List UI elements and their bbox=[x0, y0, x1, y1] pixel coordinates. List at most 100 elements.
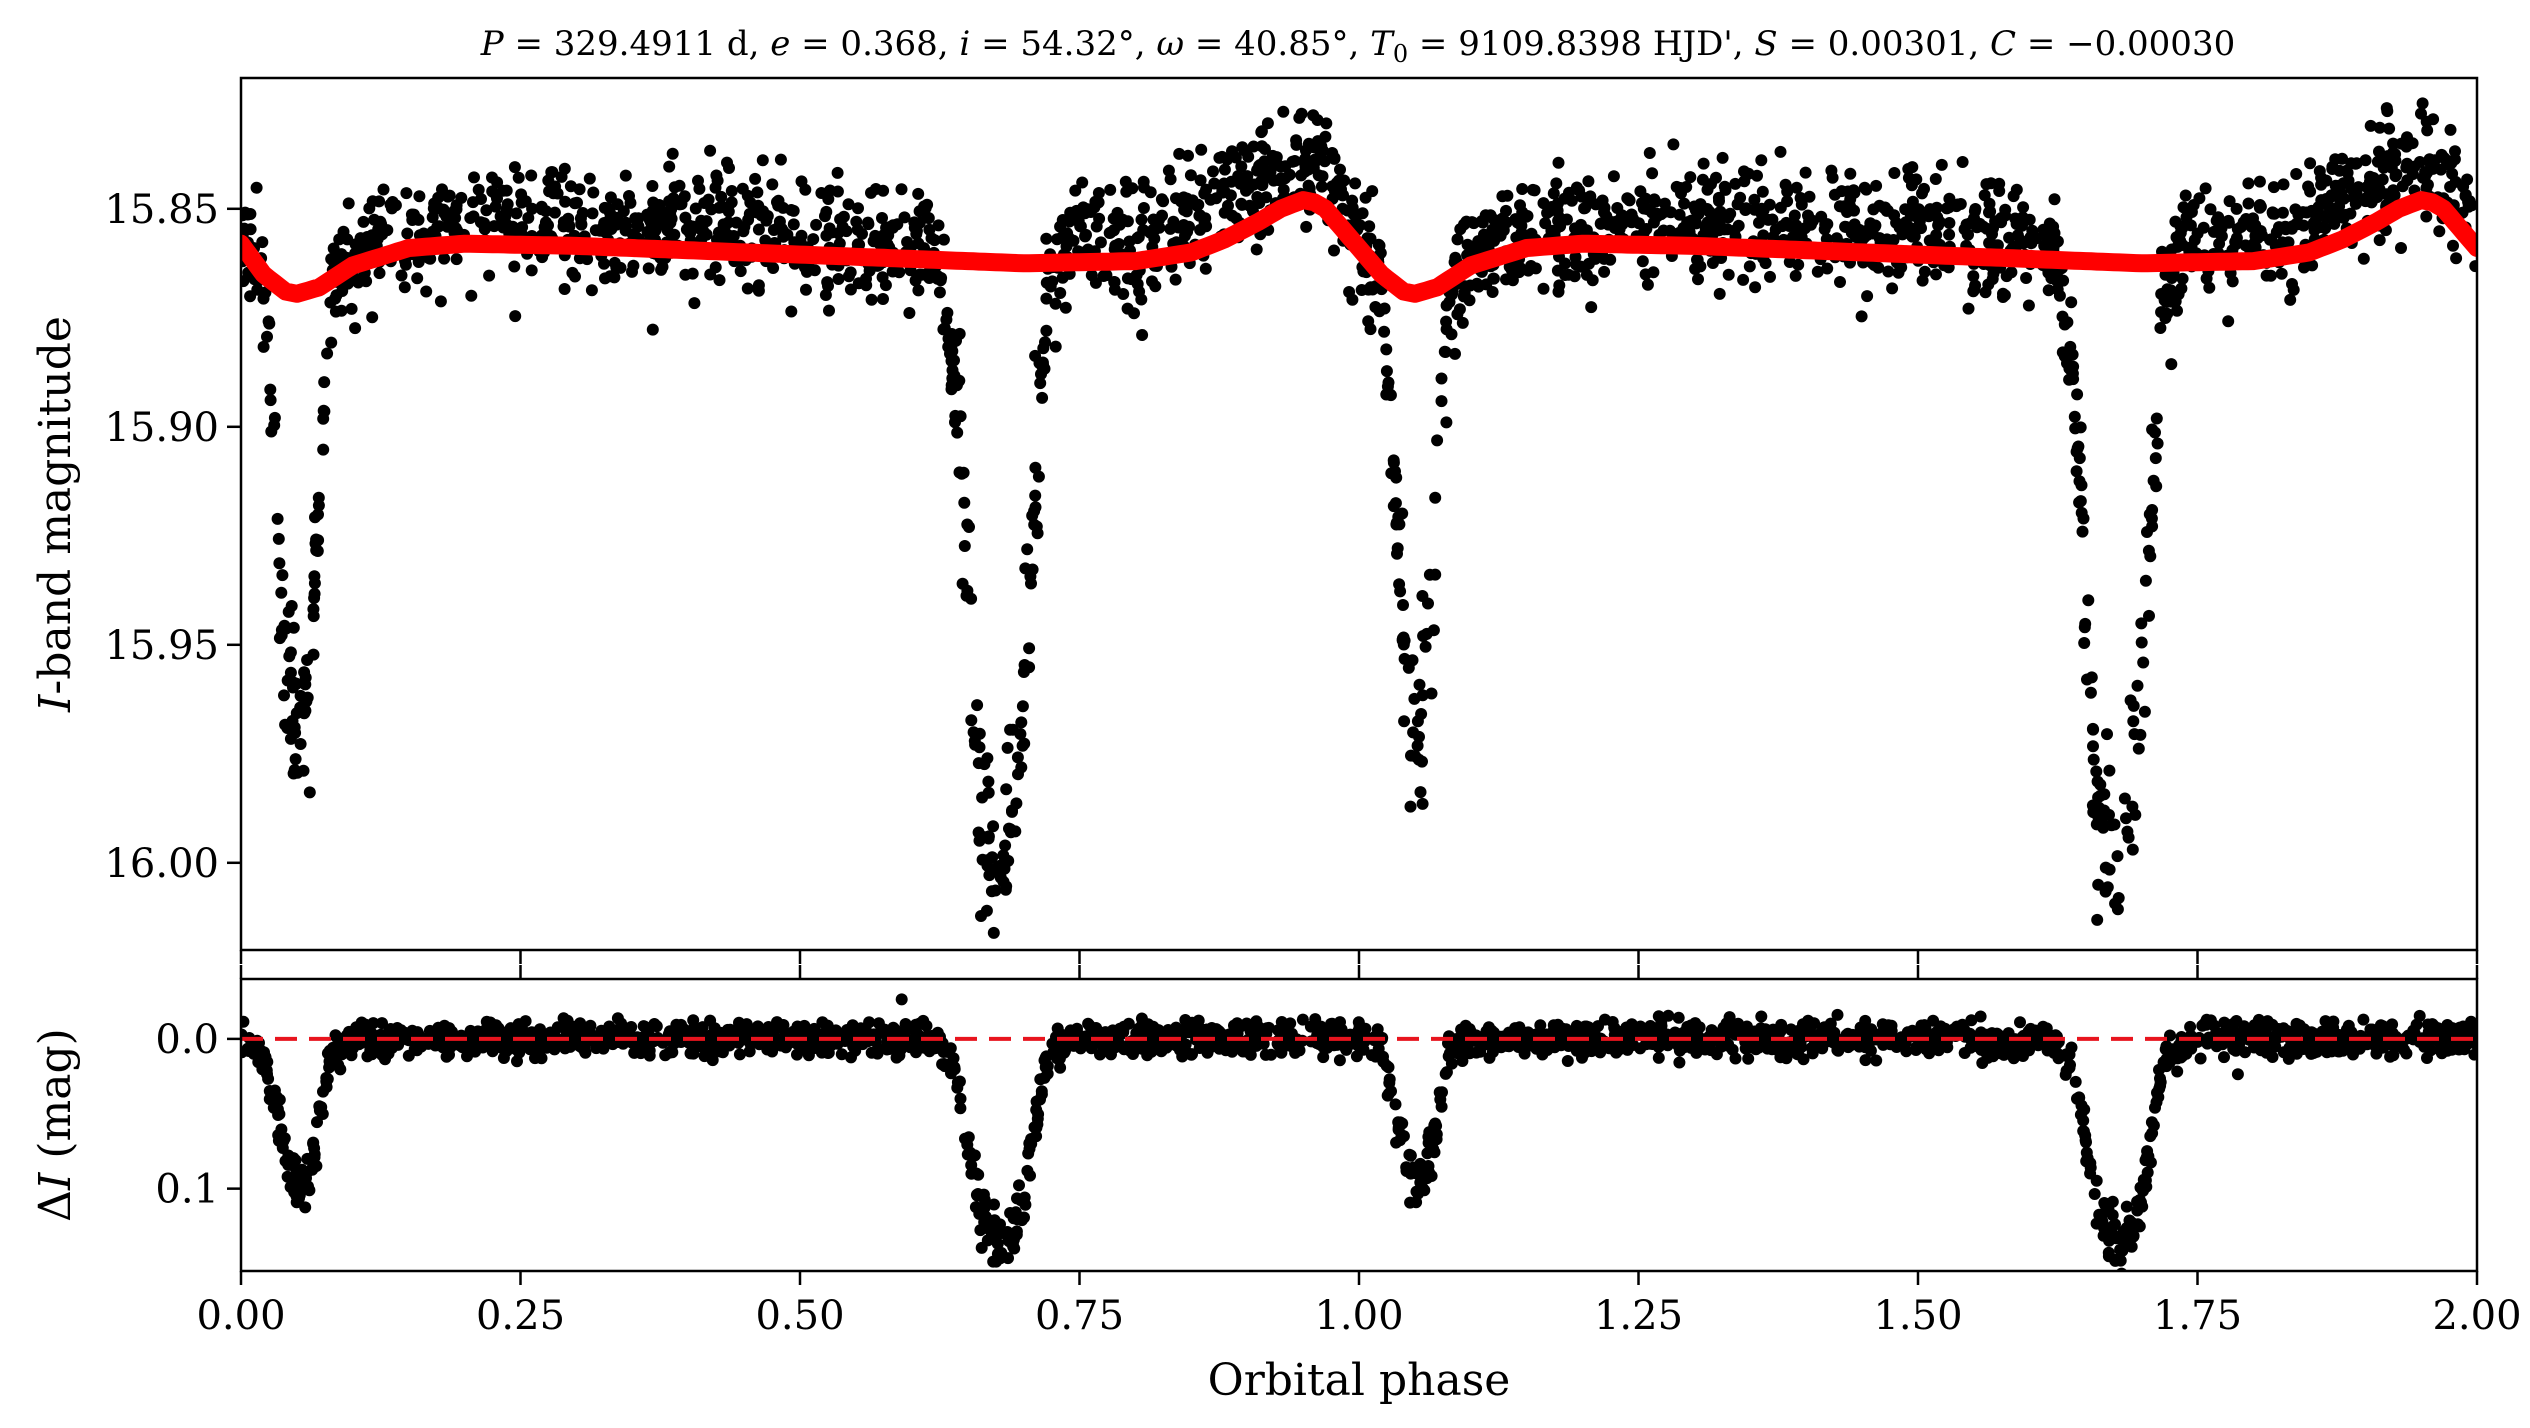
observation-point bbox=[862, 218, 875, 231]
residual-point bbox=[930, 1042, 943, 1054]
observation-point bbox=[1167, 215, 1180, 228]
residual-point bbox=[241, 1046, 248, 1059]
observation-point bbox=[1454, 223, 1467, 236]
observation-point bbox=[1643, 147, 1656, 159]
residual-point bbox=[2194, 1052, 2207, 1065]
observation-point bbox=[2135, 617, 2148, 630]
observation-point bbox=[725, 185, 738, 197]
observation-point bbox=[2253, 201, 2266, 214]
observation-point bbox=[673, 198, 686, 211]
observation-point bbox=[2124, 694, 2137, 707]
observation-point bbox=[1706, 227, 1719, 240]
observation-point bbox=[2070, 465, 2083, 478]
observation-point bbox=[842, 270, 855, 283]
observation-point bbox=[1404, 800, 1417, 813]
observation-point bbox=[1737, 273, 1750, 286]
residual-point bbox=[1002, 1252, 1014, 1265]
observation-point bbox=[2422, 155, 2435, 168]
residual-point bbox=[2153, 1082, 2166, 1095]
residual-point bbox=[279, 1155, 292, 1167]
observation-point bbox=[2084, 686, 2097, 699]
residual-point bbox=[2283, 1041, 2296, 1054]
observation-point bbox=[1328, 152, 1341, 165]
observation-point bbox=[2086, 722, 2099, 735]
observation-point bbox=[1213, 151, 1226, 164]
observation-point bbox=[2230, 202, 2243, 215]
residual-point bbox=[1685, 1019, 1698, 1032]
observation-point bbox=[1551, 264, 1564, 277]
observation-point bbox=[833, 237, 846, 250]
residual-point bbox=[2071, 1092, 2083, 1105]
observation-point bbox=[1681, 216, 1694, 229]
observation-point bbox=[1040, 232, 1053, 245]
observation-point bbox=[751, 186, 764, 199]
observation-point bbox=[257, 340, 270, 353]
observation-point bbox=[1500, 273, 1512, 286]
observation-point bbox=[2433, 225, 2446, 238]
observation-point bbox=[1023, 642, 1036, 655]
observation-point bbox=[759, 234, 772, 247]
observation-point bbox=[1830, 232, 1843, 245]
residual-point bbox=[1240, 1041, 1252, 1054]
observation-point bbox=[938, 322, 951, 335]
observation-point bbox=[2450, 252, 2463, 265]
observation-point bbox=[2420, 210, 2433, 223]
observation-point bbox=[272, 532, 285, 545]
observation-point bbox=[1906, 161, 1919, 174]
residual-point bbox=[445, 1025, 458, 1038]
observation-point bbox=[1453, 303, 1466, 316]
observation-point bbox=[2462, 200, 2475, 213]
observation-point bbox=[646, 323, 659, 336]
observation-point bbox=[1097, 270, 1110, 282]
residual-point bbox=[1854, 1021, 1867, 1034]
observation-point bbox=[1575, 190, 1588, 203]
observation-point bbox=[1356, 207, 1369, 220]
observation-point bbox=[2331, 201, 2344, 214]
observation-point bbox=[1029, 349, 1042, 362]
observation-point bbox=[2074, 421, 2087, 434]
observation-point bbox=[1362, 283, 1375, 296]
observation-point bbox=[2066, 348, 2079, 361]
observation-point bbox=[2416, 97, 2429, 110]
residual-point bbox=[2084, 1157, 2097, 1170]
observation-point bbox=[1000, 783, 1013, 796]
observation-point bbox=[2070, 445, 2083, 458]
residual-point bbox=[321, 1073, 334, 1085]
residual-point bbox=[2074, 1108, 2087, 1121]
observation-point bbox=[1423, 568, 1436, 581]
observation-point bbox=[1734, 191, 1747, 204]
observation-point bbox=[1647, 266, 1660, 279]
observation-point bbox=[2188, 234, 2201, 246]
observation-point bbox=[2264, 233, 2276, 246]
observation-point bbox=[491, 192, 503, 205]
observation-point bbox=[586, 207, 599, 220]
observation-point bbox=[1836, 200, 1849, 213]
observation-point bbox=[1121, 215, 1134, 228]
xtick-label: 1.25 bbox=[1594, 1293, 1683, 1339]
residual-point bbox=[733, 1048, 746, 1061]
observation-point bbox=[281, 674, 294, 687]
observation-point bbox=[1414, 786, 1427, 799]
residual-point bbox=[1461, 1042, 1474, 1055]
observation-point bbox=[1034, 377, 1047, 390]
observation-point bbox=[2165, 358, 2178, 371]
residual-point bbox=[352, 1038, 365, 1051]
observation-point bbox=[1010, 797, 1023, 810]
observation-point bbox=[1585, 301, 1598, 314]
residual-point bbox=[1133, 1039, 1146, 1052]
observation-point bbox=[1651, 210, 1664, 223]
observation-point bbox=[317, 443, 330, 456]
residual-point bbox=[687, 1047, 700, 1060]
observation-point bbox=[2193, 192, 2206, 205]
observation-point bbox=[389, 199, 402, 212]
residual-point bbox=[1832, 1037, 1845, 1050]
observation-point bbox=[679, 268, 692, 281]
residual-point bbox=[990, 1255, 1003, 1268]
observation-point bbox=[1290, 138, 1303, 151]
observation-point bbox=[1718, 180, 1731, 193]
observation-point bbox=[742, 213, 755, 226]
observation-point bbox=[583, 172, 596, 185]
xtick-label: 0.50 bbox=[755, 1293, 844, 1339]
observation-point bbox=[913, 268, 926, 281]
observation-point bbox=[2336, 152, 2349, 165]
